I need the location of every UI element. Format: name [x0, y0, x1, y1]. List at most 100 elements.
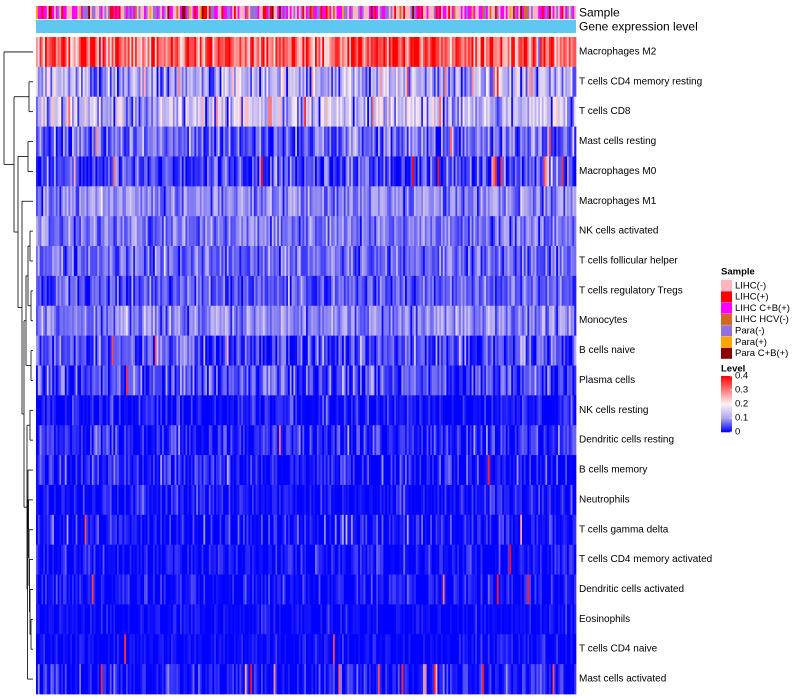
- sample-annotation-cell: [266, 6, 269, 19]
- heatmap-cell: [574, 37, 577, 68]
- heatmap-cell: [529, 66, 532, 98]
- heatmap-cell: [372, 395, 375, 426]
- heatmap-cell: [279, 455, 282, 486]
- heatmap-cell: [313, 275, 316, 307]
- heatmap-cell: [66, 484, 69, 516]
- sample-annotation-cell: [248, 6, 251, 19]
- heatmap-cell: [342, 425, 345, 456]
- heatmap-cell: [273, 66, 276, 98]
- heatmap-cell: [406, 66, 409, 98]
- heatmap-cell: [93, 246, 96, 277]
- heatmap-cell: [284, 395, 287, 426]
- heatmap-cell: [126, 66, 129, 98]
- heatmap-cell: [570, 126, 573, 157]
- heatmap-cell: [561, 216, 564, 247]
- heatmap-cell: [448, 156, 451, 187]
- heatmap-cell: [369, 275, 372, 307]
- heatmap-cell: [318, 335, 321, 366]
- heatmap-cell: [235, 275, 238, 307]
- heatmap-cell: [394, 126, 397, 157]
- heatmap-cell: [160, 275, 163, 307]
- heatmap-cell: [149, 484, 152, 516]
- heatmap-cell: [63, 246, 66, 277]
- heatmap-cell: [291, 484, 294, 516]
- heatmap-cell: [140, 305, 143, 336]
- heatmap-cell: [534, 335, 537, 366]
- heatmap-cell: [120, 37, 123, 68]
- heatmap-cell: [282, 156, 285, 187]
- heatmap-cell: [428, 365, 431, 396]
- heatmap-cell: [145, 365, 148, 396]
- heatmap-cell: [151, 335, 154, 366]
- heatmap-cell: [437, 96, 440, 127]
- heatmap-cell: [73, 484, 76, 516]
- heatmap-cell: [131, 186, 134, 217]
- heatmap-cell: [216, 156, 219, 187]
- heatmap-cell: [205, 126, 208, 157]
- heatmap-cell: [172, 37, 175, 68]
- heatmap-cell: [365, 126, 368, 157]
- heatmap-cell: [273, 156, 276, 187]
- heatmap-cell: [478, 156, 481, 187]
- sample-annotation-cell: [57, 6, 60, 19]
- heatmap-cell: [160, 186, 163, 217]
- heatmap-cell: [333, 156, 336, 187]
- heatmap-cell: [79, 96, 82, 127]
- sample-annotation-cell: [194, 6, 197, 19]
- heatmap-cell: [405, 216, 408, 247]
- heatmap-cell: [198, 126, 201, 157]
- heatmap-cell: [68, 425, 71, 456]
- heatmap-cell: [444, 275, 447, 307]
- heatmap-cell: [194, 275, 197, 307]
- heatmap-cell: [86, 156, 89, 187]
- heatmap-cell: [531, 275, 534, 307]
- heatmap-cell: [489, 216, 492, 247]
- heatmap-cell: [446, 275, 449, 307]
- heatmap-cell: [394, 37, 397, 68]
- heatmap-cell: [397, 305, 400, 336]
- heatmap-cell: [390, 246, 393, 277]
- heatmap-cell: [187, 455, 190, 486]
- heatmap-cell: [135, 365, 138, 396]
- heatmap-cell: [333, 425, 336, 456]
- heatmap-cell: [176, 126, 179, 157]
- heatmap-cell: [100, 37, 103, 68]
- heatmap-cell: [527, 66, 530, 98]
- heatmap-cell: [180, 305, 183, 336]
- heatmap-cell: [541, 96, 544, 127]
- heatmap-cell: [464, 305, 467, 336]
- heatmap-cell: [64, 216, 67, 247]
- sample-annotation-cell: [183, 6, 186, 19]
- heatmap-cell: [523, 455, 526, 486]
- heatmap-cell: [219, 455, 222, 486]
- heatmap-cell: [558, 395, 561, 426]
- heatmap-cell: [367, 66, 370, 98]
- heatmap-cell: [340, 395, 343, 426]
- heatmap-cell: [259, 335, 262, 366]
- heatmap-cell: [316, 305, 319, 336]
- sample-annotation-cell: [158, 6, 161, 19]
- heatmap-cell: [558, 216, 561, 247]
- sample-annotation-cell: [95, 6, 98, 19]
- heatmap-cell: [444, 395, 447, 426]
- heatmap-cell: [275, 365, 278, 396]
- heatmap-cell: [120, 395, 123, 426]
- heatmap-cell: [264, 484, 267, 516]
- heatmap-cell: [304, 425, 307, 456]
- heatmap-cell: [498, 365, 501, 396]
- heatmap-cell: [394, 305, 397, 336]
- heatmap-cell: [406, 156, 409, 187]
- sample-annotation-cell: [228, 6, 231, 19]
- heatmap-cell: [48, 335, 51, 366]
- heatmap-cell: [423, 216, 426, 247]
- heatmap-cell: [201, 365, 204, 396]
- heatmap-cell: [405, 395, 408, 426]
- heatmap-cell: [532, 186, 535, 217]
- heatmap-cell: [444, 305, 447, 336]
- heatmap-cell: [550, 246, 553, 277]
- heatmap-cell: [214, 484, 217, 516]
- heatmap-cell: [423, 246, 426, 277]
- heatmap-cell: [493, 126, 496, 157]
- sample-annotation-cell: [126, 6, 129, 19]
- heatmap-cell: [113, 216, 116, 247]
